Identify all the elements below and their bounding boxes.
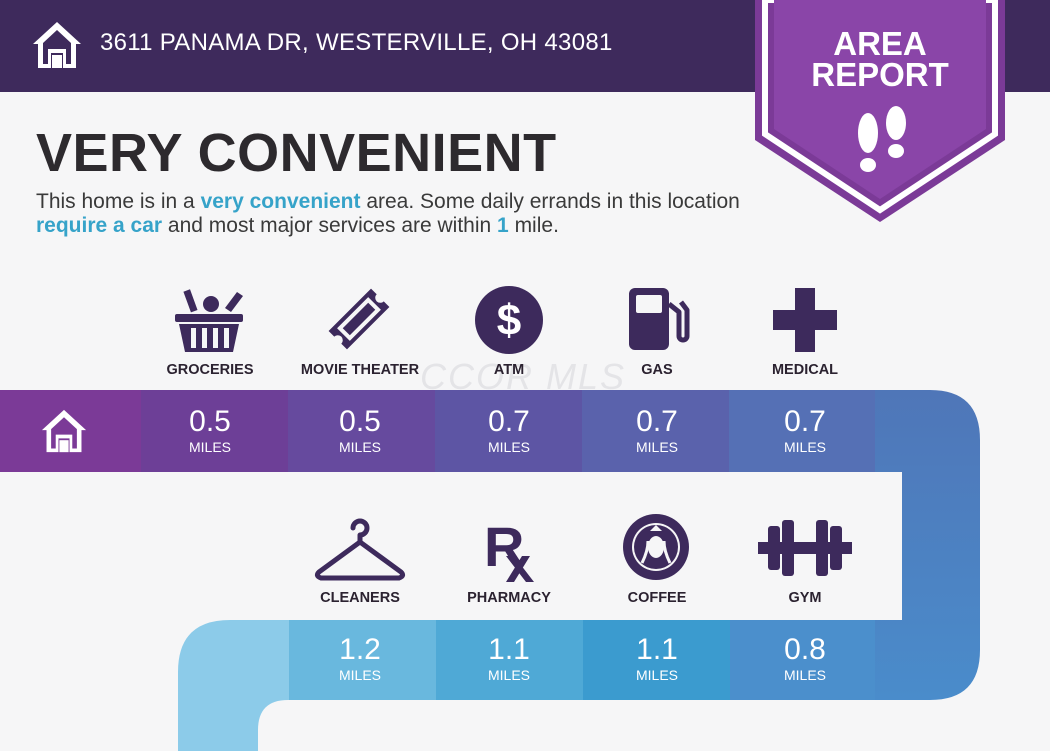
- distance-gas: 0.7 MILES: [583, 405, 731, 456]
- distance-coffee: 1.1 MILES: [583, 633, 731, 684]
- desc-part: This home is in a: [36, 190, 201, 213]
- desc-highlight: 1: [497, 214, 509, 237]
- gas-pump-icon: [629, 288, 690, 350]
- distance-unit: MILES: [188, 439, 231, 455]
- address-text: 3611 PANAMA DR, WESTERVILLE, OH 43081: [100, 29, 613, 56]
- distance-unit: MILES: [783, 439, 826, 455]
- label-coffee: COFFEE: [627, 590, 687, 606]
- label-pharmacy: PHARMACY: [467, 590, 551, 606]
- grocery-basket-icon: [175, 289, 243, 352]
- distance-value: 0.8: [784, 633, 826, 666]
- desc-part: mile.: [508, 214, 559, 237]
- home-start-icon: [41, 409, 87, 453]
- distance-movie-theater: 0.5 MILES: [286, 405, 434, 456]
- distance-value: 1.2: [339, 633, 381, 666]
- dumbbell-icon: [758, 520, 852, 576]
- distance-value: 1.1: [488, 633, 530, 666]
- label-gas: GAS: [641, 362, 673, 378]
- watermark: CCOR MLS: [420, 356, 627, 397]
- distance-unit: MILES: [487, 439, 530, 455]
- label-groceries: GROCERIES: [166, 362, 254, 378]
- distance-pharmacy: 1.1 MILES: [435, 633, 583, 684]
- footprints-icon: [858, 106, 906, 172]
- rx-icon: R: [484, 516, 534, 582]
- distance-unit: MILES: [338, 439, 381, 455]
- distance-value: 0.7: [488, 405, 530, 438]
- label-atm: ATM: [493, 362, 525, 378]
- svg-text:$: $: [497, 296, 521, 345]
- description: This home is in a very convenient area. …: [36, 190, 756, 238]
- distance-medical: 0.7 MILES: [731, 405, 879, 456]
- desc-part: and most major services are within: [162, 214, 498, 237]
- distance-value: 0.5: [339, 405, 381, 438]
- home-icon: [33, 22, 81, 68]
- distance-unit: MILES: [635, 667, 678, 683]
- medical-cross-icon: [773, 288, 837, 352]
- distance-value: 1.1: [636, 633, 678, 666]
- desc-highlight: require a car: [36, 214, 163, 237]
- desc-part: area. Some daily errands in this locatio…: [360, 190, 740, 213]
- desc-highlight: very convenient: [200, 190, 361, 213]
- distance-value: 0.7: [636, 405, 678, 438]
- label-cleaners: CLEANERS: [320, 590, 400, 606]
- hanger-icon: [314, 518, 406, 581]
- page-title: VERY CONVENIENT: [36, 123, 557, 183]
- distance-unit: MILES: [487, 667, 530, 683]
- distance-value: 0.5: [189, 405, 231, 438]
- distance-unit: MILES: [783, 667, 826, 683]
- distance-value: 0.7: [784, 405, 826, 438]
- coffee-logo-icon: [623, 514, 689, 580]
- label-gym: GYM: [788, 590, 822, 606]
- distance-cleaners: 1.2 MILES: [286, 633, 434, 684]
- dollar-icon: $: [475, 286, 543, 354]
- badge-line-1: AREA: [833, 25, 927, 62]
- label-medical: MEDICAL: [771, 362, 839, 378]
- distance-gym: 0.8 MILES: [731, 633, 879, 684]
- label-movie-theater: MOVIE THEATER: [300, 362, 420, 378]
- distance-atm: 0.7 MILES: [435, 405, 583, 456]
- distance-unit: MILES: [635, 439, 678, 455]
- distance-groceries: 0.5 MILES: [136, 405, 284, 456]
- badge-title: AREA REPORT: [755, 25, 1005, 93]
- badge-line-2: REPORT: [811, 56, 949, 93]
- area-report-badge: [755, 0, 1005, 222]
- distance-unit: MILES: [338, 667, 381, 683]
- ticket-icon: [328, 288, 390, 350]
